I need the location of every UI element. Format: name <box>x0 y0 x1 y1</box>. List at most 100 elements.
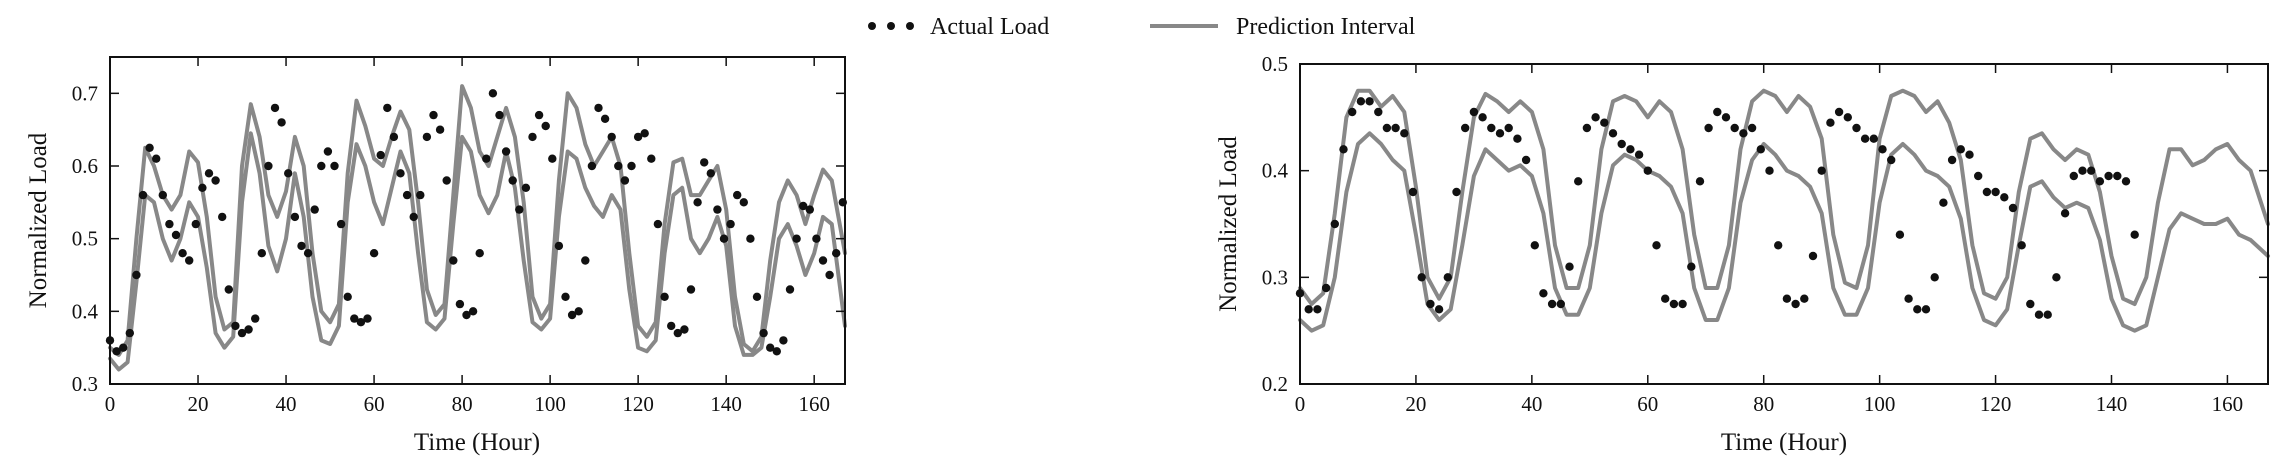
right-actual-load-point <box>1756 145 1766 154</box>
left-xtick-label: 80 <box>452 392 473 416</box>
right-actual-load-point <box>2078 166 2087 175</box>
right-actual-load-point <box>1826 118 1835 127</box>
right-xtick-label: 120 <box>1980 392 2012 416</box>
right-interval-lower-line <box>1298 131 2270 333</box>
right-chart-ylabel: Normalized Load <box>1215 136 1242 312</box>
left-xtick-label: 120 <box>622 392 654 416</box>
left-actual-load-point <box>660 292 669 301</box>
left-actual-load-point <box>633 132 643 142</box>
right-xtick-label: 140 <box>2096 392 2128 416</box>
left-actual-load-point <box>667 321 676 331</box>
right-actual-load-point <box>2087 166 2096 175</box>
right-actual-load-point <box>1834 107 1844 117</box>
right-actual-load-point <box>1408 187 1418 197</box>
right-actual-load-point <box>1747 123 1757 133</box>
left-actual-load-point <box>614 161 623 171</box>
left-actual-load-point <box>752 292 762 301</box>
right-chart-axes: 0 20 40 60 80 100 120 140 160 0.2 0.3 0.4 0.5 <box>1262 52 2268 416</box>
left-actual-load-point <box>191 219 200 229</box>
right-actual-load-point <box>2095 177 2105 186</box>
right-actual-load-point <box>1461 123 1470 133</box>
left-actual-load-point <box>330 161 339 171</box>
left-chart-xlabel: Time (Hour) <box>414 429 540 456</box>
left-actual-load-point <box>488 89 498 98</box>
left-actual-load-point <box>125 328 134 338</box>
left-xtick-label: 100 <box>534 392 566 416</box>
left-actual-load-point <box>237 328 247 338</box>
right-actual-load-point <box>1956 145 1966 154</box>
right-actual-load-point <box>1713 107 1722 117</box>
left-actual-load-point <box>515 205 524 214</box>
right-xtick-label: 0 <box>1295 392 1306 416</box>
left-xtick-label: 140 <box>710 392 742 416</box>
left-actual-load-point <box>119 343 128 352</box>
left-actual-load-point <box>336 219 346 229</box>
left-actual-load-point <box>297 241 306 251</box>
right-actual-load-point <box>1669 299 1679 309</box>
left-actual-load-point <box>363 314 372 323</box>
left-actual-load-point <box>389 132 399 142</box>
right-actual-load-point <box>1417 273 1426 282</box>
left-actual-load-point <box>693 198 702 207</box>
right-actual-load-point <box>2060 209 2070 218</box>
left-actual-load-point <box>726 219 735 229</box>
right-actual-load-point <box>1661 294 1670 303</box>
right-actual-load-point <box>2026 299 2035 309</box>
right-actual-load-point <box>1374 107 1383 117</box>
left-actual-load-point <box>429 110 438 120</box>
right-actual-load-point <box>2104 171 2113 181</box>
legend-actual-dot-3 <box>906 22 914 30</box>
left-actual-load-point <box>310 205 319 214</box>
left-actual-load-point <box>218 212 227 222</box>
legend: Actual Load Prediction Interval <box>868 14 1416 40</box>
left-actual-load-point <box>686 285 696 294</box>
right-actual-load-point <box>1869 134 1879 143</box>
right-actual-load-point <box>1974 171 1983 181</box>
left-ytick-label: 0.7 <box>72 81 98 105</box>
left-actual-load-point <box>600 114 610 124</box>
right-actual-load-point <box>1991 187 2000 197</box>
right-actual-load-point <box>1356 97 1366 106</box>
legend-actual-label: Actual Load <box>930 14 1049 40</box>
left-actual-load-point <box>832 249 841 258</box>
left-actual-load-point <box>468 307 478 316</box>
left-actual-load-point <box>574 307 583 316</box>
right-actual-load-point <box>1391 123 1400 133</box>
left-chart-frame <box>109 56 846 385</box>
left-actual-load-point <box>343 292 352 301</box>
left-actual-load-point <box>640 129 649 138</box>
right-chart-frame <box>1299 63 2269 385</box>
left-actual-load-point <box>713 205 722 214</box>
right-actual-load-point <box>1365 97 1374 106</box>
right-actual-load-point <box>1895 230 1905 239</box>
right-actual-load-point <box>1478 113 1487 122</box>
left-actual-load-point <box>805 205 814 214</box>
right-actual-load-point <box>1843 113 1853 122</box>
right-actual-load-point <box>1617 139 1626 149</box>
left-actual-load-point <box>772 347 781 356</box>
right-actual-load-point <box>1913 305 1922 314</box>
right-actual-load-point <box>1887 155 1896 165</box>
left-actual-load-point <box>416 190 425 200</box>
left-actual-load-point <box>284 169 293 178</box>
right-actual-load-point <box>1687 262 1696 271</box>
left-actual-load-point <box>508 176 517 185</box>
right-actual-load-point <box>2017 241 2026 250</box>
right-actual-load-point <box>1426 299 1435 309</box>
right-ytick-label: 0.3 <box>1262 265 1288 289</box>
left-actual-load-point <box>534 110 544 120</box>
left-actual-load-point <box>112 347 121 356</box>
right-actual-load-point <box>1678 299 1687 309</box>
right-actual-load-point <box>1521 155 1531 165</box>
left-actual-load-point <box>607 132 616 142</box>
left-actual-load-point <box>376 150 385 160</box>
right-xtick-label: 160 <box>2212 392 2244 416</box>
right-actual-load-point <box>1313 305 1322 314</box>
right-actual-load-point <box>1921 305 1931 314</box>
left-actual-load-point <box>138 190 148 200</box>
left-actual-load-point <box>673 328 682 338</box>
left-actual-load-point <box>495 110 504 120</box>
left-actual-load-point <box>251 314 260 323</box>
right-actual-load-point <box>1513 134 1522 143</box>
right-xtick-label: 80 <box>1753 392 1774 416</box>
